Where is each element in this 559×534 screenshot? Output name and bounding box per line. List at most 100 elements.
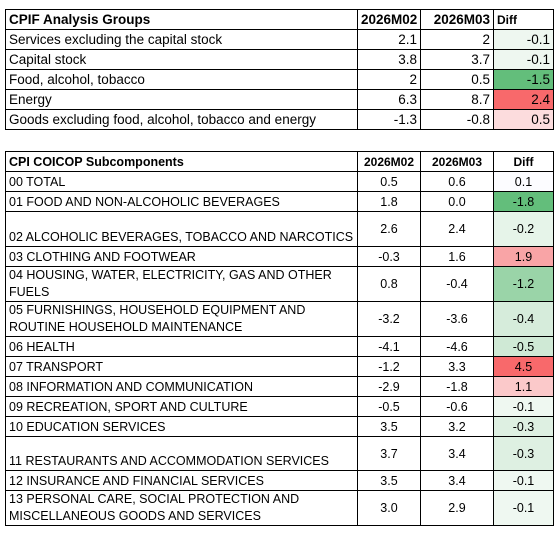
- row-label: Food, alcohol, tobacco: [5, 69, 358, 90]
- row-label: 12 INSURANCE AND FINANCIAL SERVICES: [5, 470, 358, 491]
- value-cell: 0.8: [357, 266, 421, 302]
- data-row: 13 PERSONAL CARE, SOCIAL PROTECTION AND …: [5, 490, 554, 526]
- diff-cell: 2.4: [493, 89, 554, 110]
- diff-cell: 4.5: [493, 356, 554, 377]
- value-cell: 3.5: [357, 470, 421, 491]
- value-cell: 0.5: [357, 171, 421, 192]
- diff-cell: -0.3: [493, 416, 554, 437]
- diff-cell: -0.4: [493, 301, 554, 337]
- data-row: Food, alcohol, tobacco 2 0.5 -1.5: [5, 69, 554, 90]
- diff-cell: -0.1: [493, 470, 554, 491]
- value-cell: -0.6: [420, 396, 494, 417]
- data-row: 10 EDUCATION SERVICES 3.5 3.2 -0.3: [5, 416, 554, 437]
- value-cell: -1.3: [357, 109, 421, 130]
- header-cell: 2026M03: [420, 151, 494, 172]
- row-label: 09 RECREATION, SPORT AND CULTURE: [5, 396, 358, 417]
- header-cell: CPIF Analysis Groups: [5, 9, 358, 30]
- value-cell: -0.8: [420, 109, 494, 130]
- data-row: Services excluding the capital stock 2.1 2…: [5, 29, 554, 50]
- value-cell: 2: [357, 69, 421, 90]
- row-label: 11 RESTAURANTS AND ACCOMMODATION SERVICE…: [5, 436, 358, 471]
- row-label: 10 EDUCATION SERVICES: [5, 416, 358, 437]
- value-cell: 3.5: [357, 416, 421, 437]
- value-cell: 3.8: [357, 49, 421, 70]
- data-row: 11 RESTAURANTS AND ACCOMMODATION SERVICE…: [5, 436, 554, 471]
- row-label: Capital stock: [5, 49, 358, 70]
- value-cell: 2.4: [420, 211, 494, 247]
- diff-cell: -0.5: [493, 336, 554, 357]
- row-label: Services excluding the capital stock: [5, 29, 358, 50]
- data-row: 08 INFORMATION AND COMMUNICATION -2.9 -1.8…: [5, 376, 554, 397]
- data-row: 01 FOOD AND NON-ALCOHOLIC BEVERAGES 1.8 0.…: [5, 191, 554, 212]
- value-cell: 3.2: [420, 416, 494, 437]
- diff-cell: -1.2: [493, 266, 554, 302]
- value-cell: -2.9: [357, 376, 421, 397]
- diff-cell: -0.2: [493, 211, 554, 247]
- diff-cell: 1.1: [493, 376, 554, 397]
- value-cell: 0.6: [420, 171, 494, 192]
- data-row: Capital stock 3.8 3.7 -0.1: [5, 49, 554, 70]
- value-cell: -1.2: [357, 356, 421, 377]
- diff-cell: 0.5: [493, 109, 554, 130]
- diff-cell: -0.1: [493, 490, 554, 526]
- data-row: 12 INSURANCE AND FINANCIAL SERVICES 3.5 3.…: [5, 470, 554, 491]
- value-cell: 3.4: [420, 436, 494, 471]
- row-label: 03 CLOTHING AND FOOTWEAR: [5, 246, 358, 267]
- header-cell: 2026M03: [420, 9, 494, 30]
- value-cell: 3.7: [357, 436, 421, 471]
- diff-cell: -0.1: [493, 396, 554, 417]
- value-cell: 8.7: [420, 89, 494, 110]
- value-cell: 3.7: [420, 49, 494, 70]
- header-cell: 2026M02: [357, 9, 421, 30]
- header-cell: 2026M02: [357, 151, 421, 172]
- row-label: 08 INFORMATION AND COMMUNICATION: [5, 376, 358, 397]
- data-row: 07 TRANSPORT -1.2 3.3 4.5: [5, 356, 554, 377]
- header-row: CPI COICOP Subcomponents 2026M02 2026M03 Di…: [5, 151, 554, 172]
- value-cell: -3.2: [357, 301, 421, 337]
- coicop-table: CPI COICOP Subcomponents 2026M02 2026M03 Di…: [5, 151, 554, 526]
- header-cell: Diff: [493, 151, 554, 172]
- value-cell: 0.5: [420, 69, 494, 90]
- header-cell: Diff: [493, 9, 554, 30]
- row-label: 06 HEALTH: [5, 336, 358, 357]
- value-cell: 0.0: [420, 191, 494, 212]
- value-cell: 6.3: [357, 89, 421, 110]
- value-cell: 2.9: [420, 490, 494, 526]
- value-cell: -0.4: [420, 266, 494, 302]
- value-cell: 2.6: [357, 211, 421, 247]
- row-label: 13 PERSONAL CARE, SOCIAL PROTECTION AND …: [5, 490, 358, 526]
- value-cell: 3.0: [357, 490, 421, 526]
- data-row: 09 RECREATION, SPORT AND CULTURE -0.5 -0.6…: [5, 396, 554, 417]
- value-cell: -3.6: [420, 301, 494, 337]
- value-cell: -0.3: [357, 246, 421, 267]
- header-cell: CPI COICOP Subcomponents: [5, 151, 358, 172]
- row-label: 07 TRANSPORT: [5, 356, 358, 377]
- diff-cell: -0.1: [493, 29, 554, 50]
- data-row: Goods excluding food, alcohol, tobacco a…: [5, 109, 554, 130]
- value-cell: 1.8: [357, 191, 421, 212]
- value-cell: 1.6: [420, 246, 494, 267]
- value-cell: -0.5: [357, 396, 421, 417]
- diff-cell: -1.5: [493, 69, 554, 90]
- diff-cell: -0.3: [493, 436, 554, 471]
- diff-cell: 0.1: [493, 171, 554, 192]
- row-label: 00 TOTAL: [5, 171, 358, 192]
- value-cell: 3.4: [420, 470, 494, 491]
- value-cell: -4.1: [357, 336, 421, 357]
- header-row: CPIF Analysis Groups 2026M02 2026M03 Diff: [5, 9, 554, 30]
- data-row: 05 FURNISHINGS, HOUSEHOLD EQUIPMENT AND …: [5, 301, 554, 337]
- value-cell: -4.6: [420, 336, 494, 357]
- data-row: 00 TOTAL 0.5 0.6 0.1: [5, 171, 554, 192]
- value-cell: 2.1: [357, 29, 421, 50]
- data-row: Energy 6.3 8.7 2.4: [5, 89, 554, 110]
- diff-cell: -1.8: [493, 191, 554, 212]
- row-label: 01 FOOD AND NON-ALCOHOLIC BEVERAGES: [5, 191, 358, 212]
- row-label: Goods excluding food, alcohol, tobacco a…: [5, 109, 358, 130]
- data-row: 03 CLOTHING AND FOOTWEAR -0.3 1.6 1.9: [5, 246, 554, 267]
- diff-cell: -0.1: [493, 49, 554, 70]
- diff-cell: 1.9: [493, 246, 554, 267]
- row-label: 04 HOUSING, WATER, ELECTRICITY, GAS AND …: [5, 266, 358, 302]
- value-cell: 3.3: [420, 356, 494, 377]
- row-label: Energy: [5, 89, 358, 110]
